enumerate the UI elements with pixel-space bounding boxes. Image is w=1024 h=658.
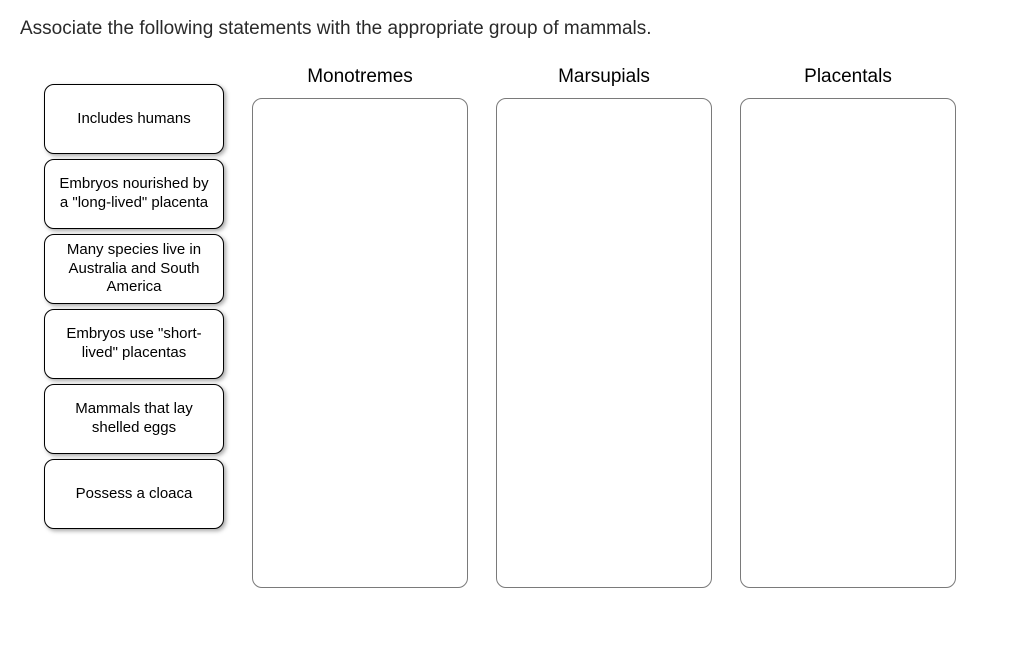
target-column-marsupials: Marsupials — [496, 62, 712, 588]
statement-card[interactable]: Embryos nourished by a "long-lived" plac… — [44, 159, 224, 229]
target-header: Placentals — [804, 62, 892, 92]
statement-card[interactable]: Includes humans — [44, 84, 224, 154]
statement-card-label: Embryos nourished by a "long-lived" plac… — [55, 175, 213, 213]
statement-card[interactable]: Mammals that lay shelled eggs — [44, 384, 224, 454]
drop-targets-row: Monotremes Marsupials Placentals — [252, 62, 956, 588]
statement-card-label: Many species live in Australia and South… — [55, 241, 213, 297]
target-column-monotremes: Monotremes — [252, 62, 468, 588]
statement-card[interactable]: Possess a cloaca — [44, 459, 224, 529]
target-column-placentals: Placentals — [740, 62, 956, 588]
target-header: Marsupials — [558, 62, 650, 92]
statement-source-column: Includes humans Embryos nourished by a "… — [44, 84, 224, 534]
drop-zone-placentals[interactable] — [740, 98, 956, 588]
statement-card[interactable]: Many species live in Australia and South… — [44, 234, 224, 304]
page-root: Associate the following statements with … — [0, 0, 1024, 606]
statement-card-label: Mammals that lay shelled eggs — [55, 400, 213, 438]
statement-card-label: Includes humans — [77, 110, 190, 129]
statement-card[interactable]: Embryos use "short-lived" placentas — [44, 309, 224, 379]
work-area: Includes humans Embryos nourished by a "… — [20, 62, 1004, 588]
target-header: Monotremes — [307, 62, 413, 92]
statement-card-label: Possess a cloaca — [76, 485, 193, 504]
drop-zone-marsupials[interactable] — [496, 98, 712, 588]
statement-card-label: Embryos use "short-lived" placentas — [55, 325, 213, 363]
instruction-text: Associate the following statements with … — [20, 18, 1004, 40]
drop-zone-monotremes[interactable] — [252, 98, 468, 588]
